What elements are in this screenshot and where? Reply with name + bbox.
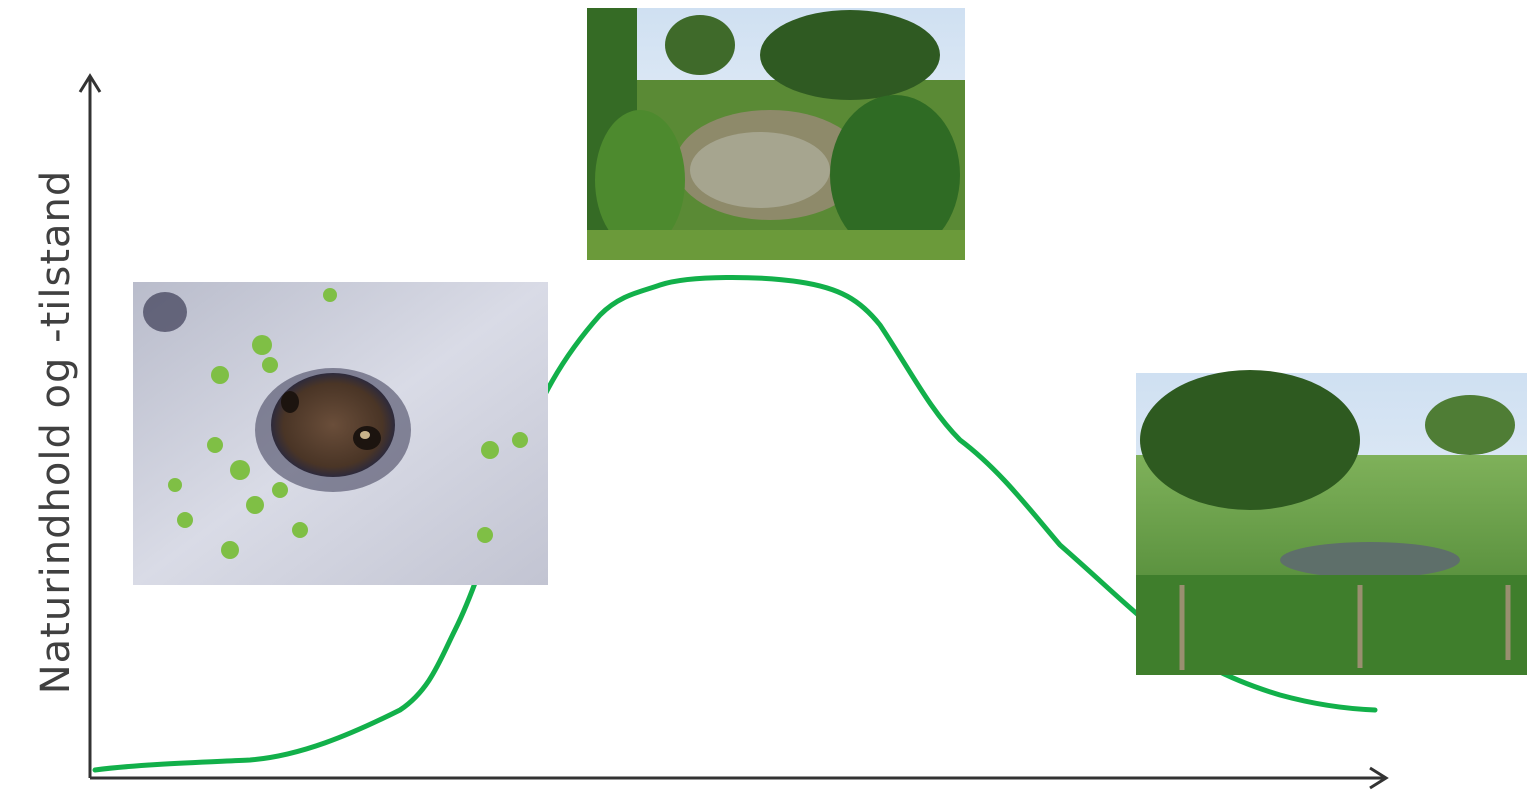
y-axis-label: Naturindhold og -tilstand: [33, 170, 79, 695]
photo-frog: [133, 282, 548, 585]
x-arrow: [1369, 766, 1389, 790]
trend-curve: [92, 275, 1378, 773]
y-arrow: [78, 73, 102, 93]
photo-wetland: [1136, 370, 1527, 675]
photo-pond: [587, 8, 965, 260]
axes: [78, 73, 1389, 790]
